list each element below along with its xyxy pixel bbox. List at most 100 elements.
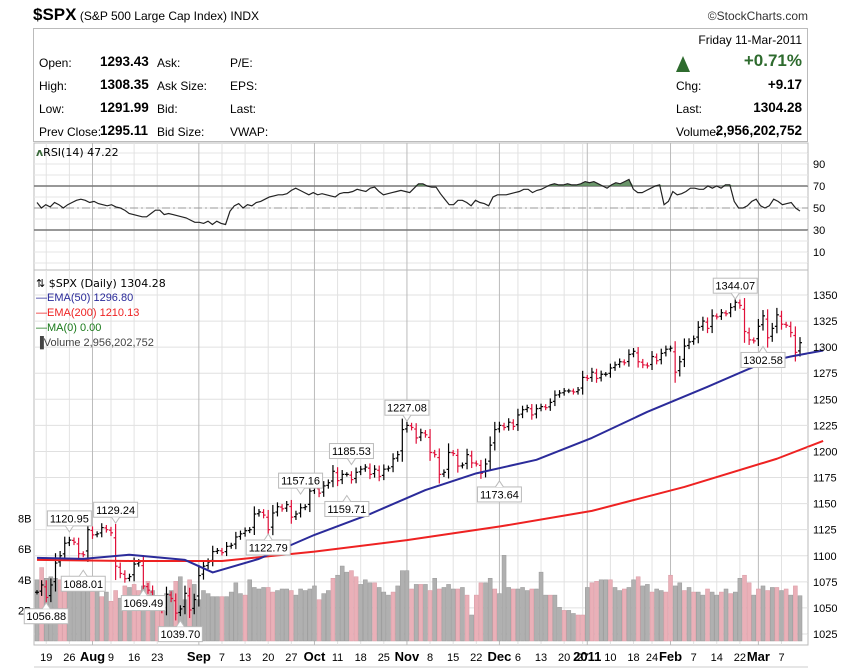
annotation-label: 1039.70 [160, 629, 200, 641]
ohlc-bar [492, 421, 497, 451]
price-tick-label: 1025 [813, 629, 837, 641]
volume-bar [603, 579, 609, 642]
ohlc-bar [229, 542, 234, 549]
ohlc-bar [724, 310, 729, 317]
ohlc-bar [335, 467, 340, 487]
price-tick-label: 1050 [813, 603, 837, 615]
annotation-label: 1056.88 [26, 611, 66, 623]
volume-bar [228, 591, 234, 642]
rsi-tick-label: 10 [813, 247, 825, 259]
annotation-pointer [296, 487, 305, 496]
volume-bar [483, 582, 488, 642]
volume-bar [691, 591, 696, 642]
ask-size-label: Ask Size: [157, 79, 208, 93]
volume-bar [404, 570, 410, 642]
rsi-tick-label: 70 [813, 181, 825, 193]
ohlc-bar [696, 321, 701, 344]
volume-bar [242, 594, 248, 642]
x-tick-label: 14 [711, 652, 723, 664]
volume-bar [238, 593, 243, 642]
ohlc-bar [367, 463, 372, 480]
volume-bar [478, 582, 484, 642]
ohlc-bar [404, 421, 409, 433]
ohlc-bar [243, 527, 248, 537]
ohlc-bar [488, 436, 493, 470]
volume-bar [677, 582, 683, 642]
rsi-legend-label: RSI(14) 47.22 [43, 146, 119, 159]
annotation-pointer [342, 494, 352, 502]
ohlc-bar [113, 523, 118, 581]
x-tick-label: Aug [80, 649, 105, 664]
annotation-label: 1069.49 [123, 598, 163, 610]
volume-bar [585, 587, 590, 642]
x-tick-label: 8 [427, 652, 433, 664]
volume-bar [90, 588, 95, 642]
chg-label: Chg: [676, 79, 702, 93]
volume-bar [760, 585, 766, 642]
annotation-pointer [347, 458, 356, 466]
ohlc-bar [515, 408, 520, 431]
volume-bar [113, 590, 118, 642]
ohlc-bar [48, 578, 53, 603]
ohlc-bar [534, 404, 539, 419]
low-value: 1291.99 [100, 100, 149, 115]
volume-bar [307, 588, 313, 642]
ohlc-legend-icon: ⇅ [36, 277, 46, 290]
volume-bar [349, 570, 354, 642]
prev-close-value: 1295.11 [100, 123, 149, 138]
x-tick-label: 25 [378, 652, 390, 664]
x-tick-label: 20 [262, 652, 274, 664]
volume-bar [353, 576, 359, 642]
x-tick-label: 26 [63, 652, 75, 664]
annotation-label: 1227.08 [387, 403, 427, 415]
volume-bar [672, 585, 678, 642]
price-annotation: 1302.58 [740, 345, 786, 368]
volume-bar [233, 582, 239, 642]
volume-bar [145, 581, 151, 642]
volume-bar [386, 594, 391, 642]
volume-bar [71, 585, 77, 642]
volume-bar [654, 588, 659, 642]
ohlc-bar [613, 361, 618, 371]
volume-bar [520, 587, 525, 642]
x-tick-label: 9 [108, 652, 114, 664]
price-tick-label: 1225 [813, 420, 837, 432]
ohlc-bar [145, 582, 150, 594]
x-tick-label: Sep [187, 649, 211, 664]
ohlc-bar [539, 403, 544, 412]
percent-change: +0.71% [743, 51, 802, 70]
ohlc-bar [737, 299, 742, 309]
ohlc-bar [599, 370, 604, 382]
volume-bar [765, 590, 770, 642]
volume-bar [279, 588, 285, 642]
volume-bar [742, 574, 747, 642]
ohlc-bar [511, 419, 516, 431]
ohlc-bar [71, 537, 76, 546]
volume-bar [358, 584, 363, 642]
volume-bar [474, 594, 479, 642]
volume-bar [321, 593, 326, 642]
volume-bar [210, 596, 215, 642]
volume-bar [432, 578, 437, 642]
volume-bar [797, 595, 803, 642]
volume-legend-label: Volume 2,956,202,752 [43, 337, 154, 349]
volume-bar [108, 600, 114, 642]
ohlc-bar [256, 509, 261, 517]
price-annotation: 1120.95 [46, 510, 92, 533]
ohlc-bar [770, 322, 775, 342]
ohlc-bar [173, 593, 178, 621]
volume-bar [737, 578, 743, 642]
volume-bar [515, 588, 521, 642]
ma0-legend-label: MA(0) 0.00 [47, 322, 102, 334]
volume-value: 2,956,202,752 [715, 123, 802, 138]
volume-bar [723, 588, 729, 642]
ohlc-bar [557, 390, 562, 398]
volume-bar [751, 594, 757, 642]
price-tick-label: 1250 [813, 394, 837, 406]
ohlc-bar [354, 467, 359, 484]
ohlc-bar [788, 321, 793, 338]
x-tick-label: 7 [691, 652, 697, 664]
volume-bar [99, 596, 105, 642]
price-legend: ⇅ $SPX (Daily) 1304.28 —EMA(50) 1296.80 … [36, 276, 166, 351]
annotation-label: 1173.64 [480, 489, 519, 501]
